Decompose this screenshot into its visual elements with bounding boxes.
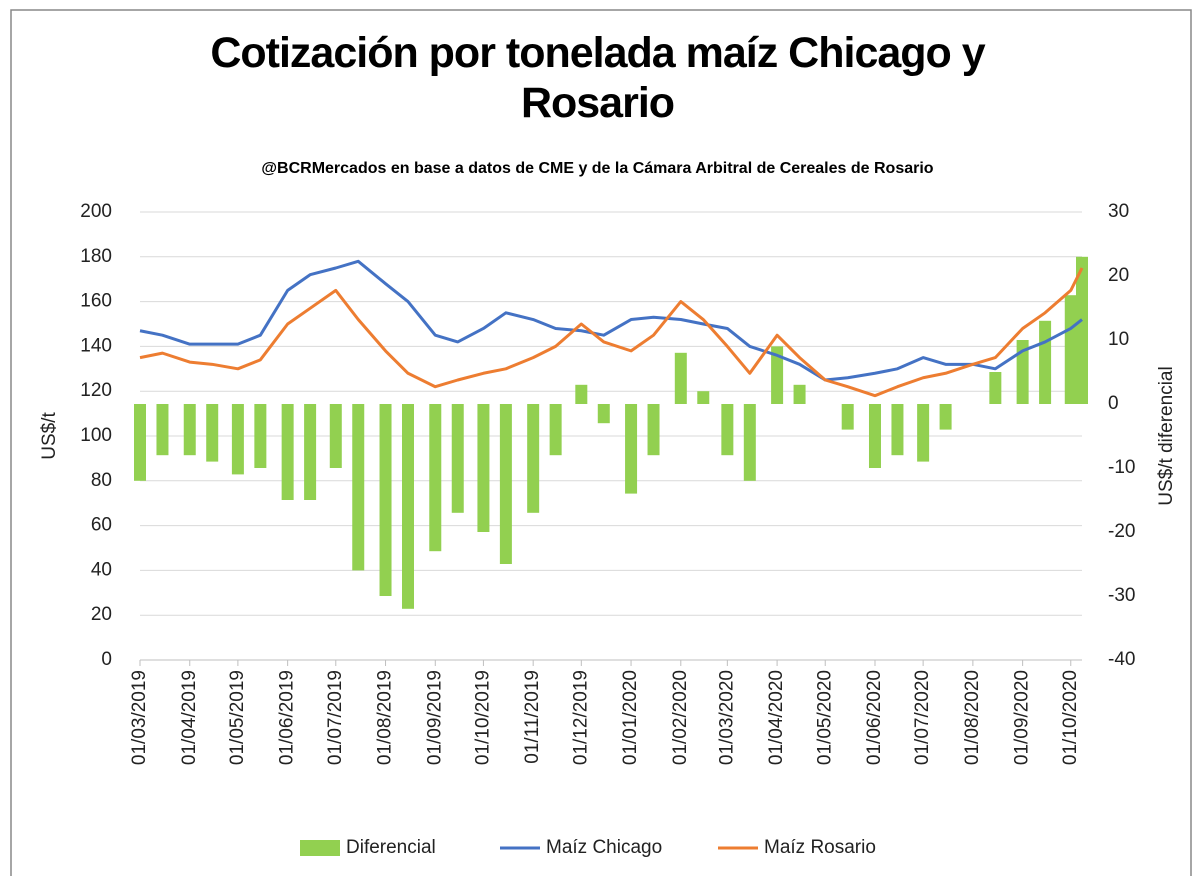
x-tick-label: 01/10/2019 — [472, 670, 493, 765]
bar — [281, 404, 294, 500]
bar — [1016, 340, 1029, 404]
bar — [401, 404, 414, 609]
y-tick-label: 180 — [80, 246, 112, 267]
y-tick-label: 0 — [101, 649, 112, 670]
y2-tick-label: -40 — [1108, 649, 1135, 670]
x-tick-label: 01/09/2020 — [1012, 670, 1033, 765]
y2-tick-label: 30 — [1108, 201, 1129, 222]
line — [139, 267, 1084, 398]
y-tick-label: 120 — [80, 380, 112, 401]
bar — [1039, 320, 1052, 404]
legend-label: Maíz Rosario — [764, 837, 876, 858]
x-tick-label: 01/02/2020 — [670, 670, 691, 765]
bar — [183, 404, 196, 456]
bar — [254, 404, 267, 468]
bar — [429, 404, 442, 552]
x-tick-label: 01/07/2019 — [325, 670, 346, 765]
chart-subtitle: @BCRMercados en base a datos de CME y de… — [261, 160, 934, 177]
legend-label: Maíz Chicago — [546, 837, 662, 858]
bar — [499, 404, 512, 564]
bar — [206, 404, 219, 462]
y-tick-label: 40 — [91, 559, 112, 580]
x-tick-label: 01/01/2020 — [620, 670, 641, 765]
y-tick-label: 20 — [91, 604, 112, 625]
bar — [939, 404, 952, 430]
bar — [451, 404, 464, 513]
x-tick-label: 01/03/2020 — [716, 670, 737, 765]
x-tick-label: 01/04/2020 — [766, 670, 787, 765]
bar — [477, 404, 490, 532]
bar — [575, 384, 588, 404]
y2-tick-label: 20 — [1108, 265, 1129, 286]
y2-axis-label: US$/t diferencial — [1156, 366, 1177, 505]
y2-tick-label: 10 — [1108, 329, 1129, 350]
bar — [647, 404, 660, 456]
bar — [1064, 295, 1077, 404]
bar — [1076, 256, 1088, 404]
y-tick-label: 200 — [80, 201, 112, 222]
frame — [10, 9, 1192, 876]
y2-tick-label: -30 — [1108, 585, 1135, 606]
legend-label: Diferencial — [346, 837, 436, 858]
bar — [379, 404, 392, 596]
y-tick-label: 160 — [80, 291, 112, 312]
x-tick-label: 01/09/2019 — [424, 670, 445, 765]
y2-tick-label: -10 — [1108, 457, 1135, 478]
bar — [597, 404, 610, 424]
y2-tick-label: -20 — [1108, 521, 1135, 542]
x-tick-label: 01/05/2020 — [814, 670, 835, 765]
x-tick-label: 01/03/2019 — [129, 670, 150, 765]
bar — [304, 404, 317, 500]
x-tick-label: 01/11/2019 — [522, 670, 543, 764]
bar — [793, 384, 806, 404]
bar — [527, 404, 540, 513]
bar — [891, 404, 904, 456]
bar — [989, 372, 1002, 404]
y-tick-label: 100 — [80, 425, 112, 446]
line — [139, 259, 1083, 382]
bar — [134, 404, 146, 481]
bar — [771, 346, 784, 404]
bar — [231, 404, 244, 475]
x-tick-label: 01/06/2020 — [864, 670, 885, 765]
bar — [549, 404, 562, 456]
bar — [917, 404, 930, 462]
x-tick-label: 01/06/2019 — [277, 670, 298, 765]
bar — [352, 404, 365, 571]
bar — [625, 404, 638, 494]
y-tick-label: 60 — [91, 515, 112, 536]
y-tick-label: 140 — [80, 335, 112, 356]
bar — [697, 391, 710, 404]
chart-title: Cotización por tonelada maíz Chicago y R… — [210, 29, 985, 127]
bar — [156, 404, 169, 456]
bar — [721, 404, 734, 456]
x-tick-label: 01/07/2020 — [912, 670, 933, 765]
x-tick-label: 01/10/2020 — [1060, 670, 1081, 765]
bar — [743, 404, 756, 481]
x-tick-label: 01/12/2019 — [570, 670, 591, 765]
x-tick-label: 01/08/2019 — [375, 670, 396, 765]
x-tick-label: 01/05/2019 — [227, 670, 248, 765]
y2-tick-label: 0 — [1108, 393, 1119, 414]
legend-swatch — [300, 840, 340, 856]
x-tick-label: 01/04/2019 — [179, 670, 200, 765]
x-tick-label: 01/08/2020 — [962, 670, 983, 765]
y-tick-label: 80 — [91, 470, 112, 491]
bar — [868, 404, 881, 468]
y-axis-label: US$/t — [39, 412, 60, 460]
bar — [329, 404, 342, 468]
bar — [674, 352, 687, 404]
bar — [841, 404, 854, 430]
